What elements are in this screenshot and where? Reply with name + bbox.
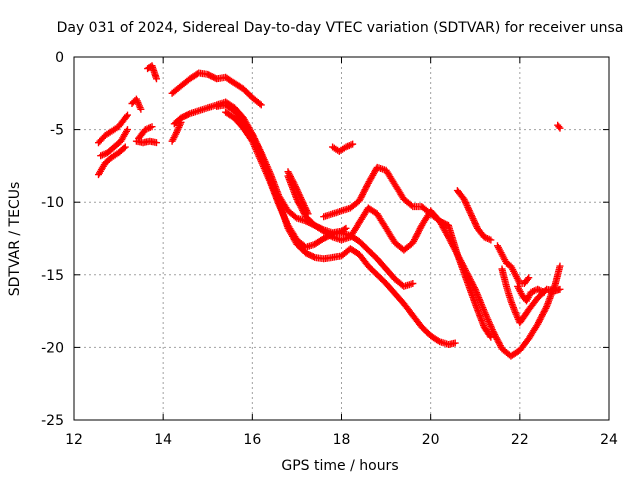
data-series	[95, 62, 564, 360]
series-markers	[320, 163, 564, 360]
series-markers	[453, 187, 495, 244]
chart-title: Day 031 of 2024, Sidereal Day-to-day VTE…	[57, 20, 624, 36]
series-arc-8	[168, 69, 265, 109]
x-tick-label: 20	[422, 432, 440, 448]
series-arc-16	[329, 140, 357, 155]
plot-frame	[73, 56, 610, 421]
series-arc-6	[135, 123, 156, 142]
series-markers	[494, 242, 533, 287]
series-arc-19	[498, 265, 564, 327]
series-arc-2	[95, 143, 129, 179]
series-markers	[284, 168, 312, 218]
series-arc-18	[494, 242, 533, 287]
series-markers	[329, 140, 357, 155]
series-markers	[135, 123, 156, 142]
series-markers	[97, 126, 131, 160]
x-tick-label: 18	[333, 432, 351, 448]
x-axis-label: GPS time / hours	[281, 458, 398, 474]
x-tick-label: 24	[600, 432, 618, 448]
y-tick-label: -25	[41, 413, 64, 429]
y-axis-label: SDTVAR / TECUs	[7, 182, 23, 297]
series-markers	[168, 118, 185, 145]
series-arc-4	[128, 95, 145, 113]
y-tick-label: -5	[50, 123, 64, 139]
x-tick-label: 14	[154, 432, 172, 448]
series-arc-21	[554, 121, 564, 132]
y-tick-label: -10	[41, 195, 64, 211]
series-markers	[554, 121, 564, 132]
series-markers	[168, 69, 265, 109]
series-arc-3	[97, 126, 131, 160]
y-tick-label: -15	[41, 268, 64, 284]
series-arc-12	[222, 108, 417, 290]
series-arc-9	[168, 118, 185, 145]
series-markers	[95, 111, 131, 147]
series-arc-15	[284, 168, 312, 218]
series-markers	[128, 95, 145, 113]
series-arc-17	[453, 187, 495, 244]
series-arc-14	[320, 163, 564, 360]
x-tick-label: 22	[511, 432, 529, 448]
series-arc-1	[95, 111, 131, 147]
series-arc-7	[144, 62, 160, 83]
axis-ticks: 12 14 16 18 20 22 24 0 -5 -10 -15 -20 -25	[41, 50, 618, 448]
series-arc-20	[514, 282, 548, 305]
x-tick-label: 12	[65, 432, 83, 448]
y-tick-label: 0	[55, 50, 64, 66]
series-markers	[514, 282, 548, 305]
series-markers	[498, 265, 564, 327]
series-markers	[144, 62, 160, 83]
series-markers	[222, 108, 417, 290]
y-tick-label: -20	[41, 340, 64, 356]
x-tick-label: 16	[243, 432, 261, 448]
series-markers	[95, 143, 129, 179]
